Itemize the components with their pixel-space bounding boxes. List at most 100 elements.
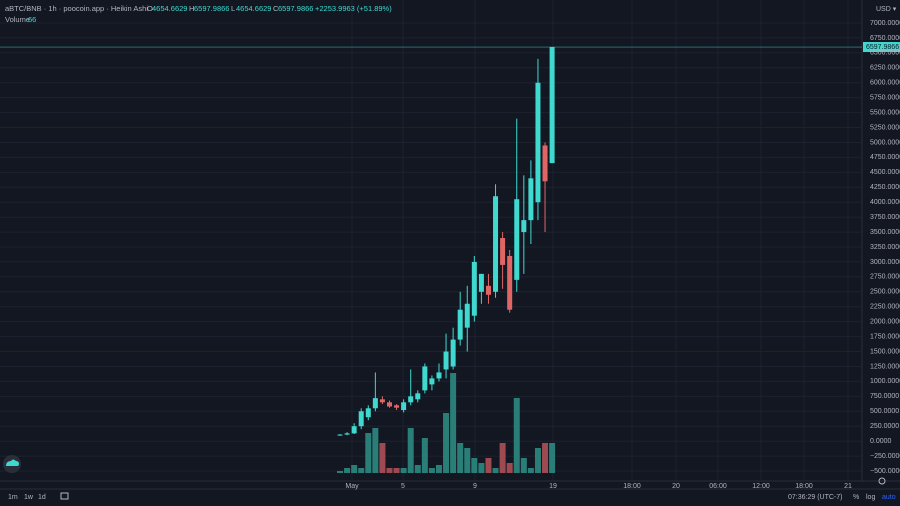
range-button[interactable]: 1w xyxy=(24,494,34,501)
marks: 6597.9866 xyxy=(0,42,900,473)
y-tick-label: 2000.0000 xyxy=(870,319,900,326)
x-tick-label: 18:00 xyxy=(623,483,641,490)
volume-bar xyxy=(471,458,478,473)
candle-body xyxy=(464,303,470,328)
volume-bar xyxy=(549,443,556,473)
candle-body xyxy=(401,402,407,411)
y-tick-label: 3250.0000 xyxy=(870,244,900,251)
currency[interactable]: USD ▾ xyxy=(876,6,897,13)
volume-bar xyxy=(386,468,393,473)
candle-body xyxy=(485,285,491,295)
candle-body xyxy=(478,273,484,292)
y-tick-label: 500.0000 xyxy=(870,408,899,415)
candle-body xyxy=(422,366,428,391)
y-tick-label: 5750.0000 xyxy=(870,95,900,102)
y-tick-label: 5250.0000 xyxy=(870,124,900,131)
volume-bar xyxy=(379,443,386,473)
volume-bar xyxy=(542,443,549,473)
scale-option[interactable]: % xyxy=(853,494,859,501)
y-tick-label: 4000.0000 xyxy=(870,199,900,206)
x-tick-label: 20 xyxy=(672,483,680,490)
y-tick-label: 0.0000 xyxy=(870,438,892,445)
change: +2253.9963 (+51.89%) xyxy=(315,4,392,13)
candle-body xyxy=(436,372,442,379)
candle-body xyxy=(535,82,541,203)
y-tick-label: 2250.0000 xyxy=(870,304,900,311)
y-tick-label: 750.0000 xyxy=(870,393,899,400)
volume-bar xyxy=(499,443,506,473)
y-tick-label: 3500.0000 xyxy=(870,229,900,236)
candle-body xyxy=(415,393,421,400)
candle-body xyxy=(365,408,371,418)
logo-icon xyxy=(6,459,19,466)
toolbar: 1m 1w 1d 07:36:29 (UTC-7)% log auto xyxy=(8,494,896,501)
y-tick-label: 1500.0000 xyxy=(870,348,900,355)
x-tick-label: May xyxy=(345,483,359,490)
candle-body xyxy=(450,339,456,367)
x-tick-label: 21 xyxy=(844,483,852,490)
y-tick-label: 6250.0000 xyxy=(870,65,900,72)
volume-bar xyxy=(464,448,471,473)
candle-body xyxy=(528,178,534,221)
volume-bar xyxy=(393,468,400,473)
scale-option[interactable]: auto xyxy=(882,494,896,501)
volume-bar xyxy=(506,463,513,473)
clock[interactable]: 07:36:29 (UTC-7) xyxy=(788,494,842,501)
candle-body xyxy=(379,399,385,403)
y-tick-label: 2500.0000 xyxy=(870,289,900,296)
volume-value: 66 xyxy=(28,15,36,24)
volume-bar xyxy=(414,465,421,473)
candle-body xyxy=(493,196,499,292)
y-tick-label: 250.0000 xyxy=(870,423,899,430)
volume-bar xyxy=(435,465,442,473)
scale-option[interactable]: log xyxy=(866,494,875,501)
candle-body xyxy=(358,411,364,427)
candle-body xyxy=(408,396,414,403)
y-tick-label: 1750.0000 xyxy=(870,333,900,340)
candle-body xyxy=(337,434,343,436)
candle-body xyxy=(457,309,463,340)
candle-body xyxy=(507,255,513,310)
candle-body xyxy=(443,351,449,370)
candle-body xyxy=(514,199,520,280)
y-tick-label: 5500.0000 xyxy=(870,109,900,116)
candle-body xyxy=(344,433,350,435)
grid xyxy=(0,0,862,481)
y-tick-label: 7000.0000 xyxy=(870,20,900,27)
x-tick-label: 19 xyxy=(549,483,557,490)
y-tick-label: 3000.0000 xyxy=(870,259,900,266)
ohlc-value: 4654.6629 xyxy=(152,4,187,13)
range-button[interactable]: 1m xyxy=(8,494,18,501)
volume-bar xyxy=(457,443,464,473)
x-tick-label: 12:00 xyxy=(752,483,770,490)
range-button[interactable]: 1d xyxy=(38,494,46,501)
y-tick-label: −500.0000 xyxy=(870,468,900,475)
ohlc-key: H xyxy=(189,4,194,13)
date-range-icon[interactable] xyxy=(60,492,69,500)
ohlc-value: 6597.9866 xyxy=(194,4,229,13)
candle-body xyxy=(542,145,548,182)
y-tick-label: 4250.0000 xyxy=(870,184,900,191)
symbol[interactable]: aBTC/BNB · 1h · poocoin.app · Heikin Ash… xyxy=(5,4,148,13)
ohlc-value: 6597.9866 xyxy=(278,4,313,13)
y-tick-label: 4500.0000 xyxy=(870,169,900,176)
x-tick-label: 18:00 xyxy=(795,483,813,490)
candle-body xyxy=(394,405,400,408)
candle-body xyxy=(500,238,506,265)
price-badge xyxy=(863,42,900,53)
y-tick-label: 1000.0000 xyxy=(870,378,900,385)
candle-body xyxy=(429,378,435,385)
y-tick-label: 1250.0000 xyxy=(870,363,900,370)
labels: −500.0000 −250.0000 0.0000 250.0000 500.0000… xyxy=(345,20,900,490)
candle-body xyxy=(521,220,527,233)
candle-body xyxy=(372,398,378,409)
ohlc-key: L xyxy=(231,4,235,13)
settings[interactable] xyxy=(878,477,886,485)
ohlc: O 4654.6629 H 6597.9866 L 4654.6629 C 6597.9866… xyxy=(147,4,392,13)
volume-bar xyxy=(478,463,485,473)
volume-bar xyxy=(351,465,358,473)
y-tick-label: 6750.0000 xyxy=(870,35,900,42)
y-tick-label: −250.0000 xyxy=(870,453,900,460)
